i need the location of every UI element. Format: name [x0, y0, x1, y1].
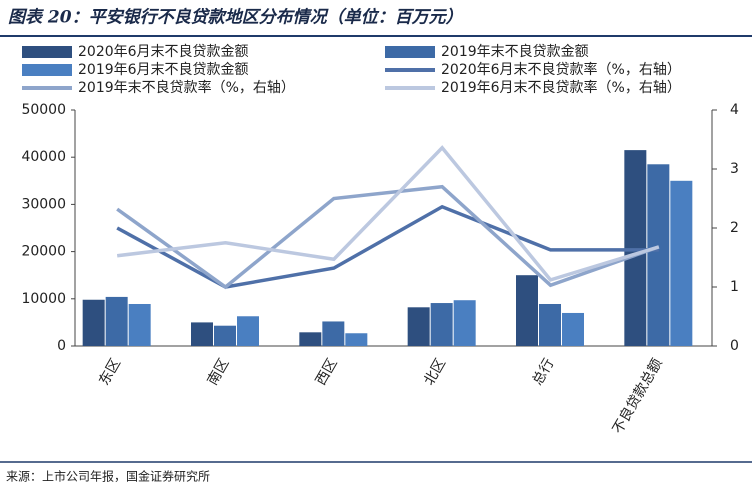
y-tick-label: 30000 — [21, 196, 66, 212]
y2-tick-label: 3 — [730, 161, 739, 177]
bar — [345, 333, 368, 346]
legend-label: 2019年6月末不良贷款率（%，右轴） — [441, 79, 681, 96]
bar — [407, 307, 430, 346]
legend-swatch — [22, 46, 72, 58]
x-tick-label: 南区 — [205, 356, 233, 388]
bar — [516, 275, 538, 346]
legend-label: 2019年末不良贷款金额 — [441, 44, 589, 60]
y-tick-label: 50000 — [21, 102, 66, 118]
y-tick-label: 10000 — [21, 291, 66, 307]
bar — [647, 164, 670, 346]
source: 来源：上市公司年报，国金证券研究所 — [6, 469, 210, 484]
bar — [105, 296, 128, 346]
y-tick-label: 20000 — [21, 244, 66, 260]
bar — [322, 321, 345, 346]
x-tick-label: 不良贷款总额 — [610, 356, 666, 437]
y2-tick-label: 1 — [730, 279, 739, 295]
bar — [299, 332, 322, 346]
bar — [214, 325, 236, 346]
line — [116, 145, 660, 282]
x-tick-label: 北区 — [421, 356, 449, 388]
bar — [539, 303, 561, 346]
x-tick-label: 总行 — [530, 356, 558, 388]
bar — [670, 180, 693, 346]
y2-tick-label: 4 — [730, 102, 739, 118]
bar — [237, 316, 259, 346]
line — [116, 204, 659, 289]
legend-swatch — [385, 46, 435, 58]
bar — [624, 150, 647, 346]
bar — [430, 303, 453, 346]
y-tick-label: 0 — [57, 338, 66, 354]
legend-label: 2019年6月末不良贷款金额 — [78, 62, 249, 78]
y2-tick-label: 0 — [730, 338, 739, 354]
bar — [191, 322, 213, 346]
legend-label: 2020年6月末不良贷款金额 — [78, 44, 249, 60]
chart-title: 图表 20：平安银行不良贷款地区分布情况（单位：百万元） — [8, 8, 463, 28]
line — [116, 184, 660, 290]
legend-label: 2019年末不良贷款率（%，右轴） — [78, 79, 295, 96]
bar — [82, 299, 105, 346]
x-tick-label: 东区 — [96, 356, 124, 388]
bar — [562, 312, 584, 346]
x-tick-label: 西区 — [313, 356, 341, 388]
bar — [453, 300, 476, 346]
legend-label: 2020年6月末不良贷款率（%，右轴） — [441, 61, 681, 78]
legend-swatch — [22, 64, 72, 76]
y2-tick-label: 2 — [730, 220, 739, 236]
bar — [128, 303, 151, 346]
y-tick-label: 40000 — [21, 149, 66, 165]
